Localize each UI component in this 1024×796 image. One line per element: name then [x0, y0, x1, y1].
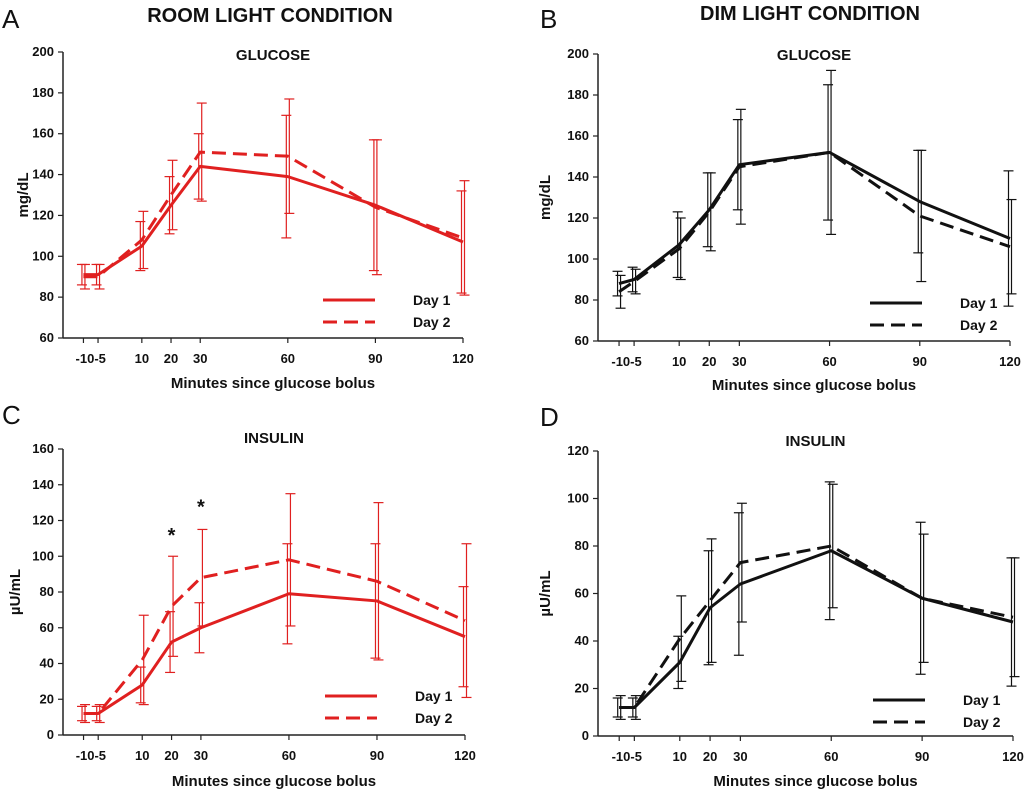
panel-d-y-tick-label: 20	[575, 681, 589, 696]
panel-b-x-tick-label: 20	[702, 354, 716, 369]
panel-c-day1-line	[83, 592, 466, 716]
panel-a-y-tick-label: 140	[32, 167, 54, 182]
panel-a-title: GLUCOSE	[236, 47, 310, 64]
panel-a-y-tick-label: 160	[32, 126, 54, 141]
panel-c-x-tick-label: 30	[194, 748, 208, 763]
panel-d-day2-line	[619, 544, 1014, 709]
panel-c-x-tick-label: 120	[454, 748, 476, 763]
panel-d-x-tick-label: 20	[703, 749, 717, 764]
panel-d-letter: D	[540, 402, 559, 432]
panel-a-y-tick-label: 200	[32, 44, 54, 59]
panel-d-y-tick-label: 60	[575, 586, 589, 601]
panel-a-x-tick-label: 10	[135, 351, 149, 366]
panel-a-group: A GLUCOSE 60 80 100 120 140 160 180 200 -10-5 10 20 3…	[2, 4, 474, 392]
panel-c-day2-line	[83, 558, 466, 716]
panel-d-title: INSULIN	[786, 433, 846, 450]
panel-b-y-tick-label: 100	[567, 251, 589, 266]
panel-d-x-tick-label: 10	[673, 749, 687, 764]
panel-c-y-tick-label: 0	[47, 727, 54, 742]
panel-d-y-tick-label: 80	[575, 538, 589, 553]
panel-b-x-tick-label: 30	[732, 354, 746, 369]
panel-d-y-axis-label: µU/mL	[537, 570, 554, 616]
panel-d-y-tick-label: 100	[567, 491, 589, 506]
panel-c-y-tick-label: 120	[32, 513, 54, 528]
panel-c-x-tick-label: 20	[164, 748, 178, 763]
panel-c-y-tick-label: 80	[40, 584, 54, 599]
panel-b-y-tick-label: 80	[575, 292, 589, 307]
panel-d-x-tick-label: 90	[915, 749, 929, 764]
panel-c-y-tick-label: 60	[40, 620, 54, 635]
panel-b-day2-line	[618, 150, 1011, 294]
panel-b-legend-label-1: Day 1	[960, 295, 998, 311]
panel-c-y-tick-label: 40	[40, 656, 54, 671]
panel-b-y-tick-label: 160	[567, 128, 589, 143]
figure-title-room-light: ROOM LIGHT CONDITION	[147, 5, 393, 27]
panel-a-y-axis-label: mg/dL	[15, 173, 32, 218]
panel-b-x-tick-label: -10-5	[611, 354, 641, 369]
panel-a-y-tick-label: 60	[40, 330, 54, 345]
panel-c-letter: C	[2, 400, 21, 430]
panel-a-x-tick-label: 60	[281, 351, 295, 366]
panel-d-x-tick-label: 120	[1002, 749, 1024, 764]
panel-a-x-tick-label: 20	[164, 351, 178, 366]
panel-d-y-tick-label: 0	[582, 728, 589, 743]
panel-c-x-tick-label: 10	[135, 748, 149, 763]
panel-b-legend-label-2: Day 2	[960, 317, 998, 333]
panel-a-y-tick-label: 180	[32, 85, 54, 100]
panel-c-y-tick-label: 140	[32, 477, 54, 492]
panel-c-group: C INSULIN 0 20 40 60 80 100 120 140 160 -10-5 10 20 30…	[2, 400, 476, 790]
panel-b-x-axis-label: Minutes since glucose bolus	[712, 377, 916, 394]
panel-c-x-axis-label: Minutes since glucose bolus	[172, 773, 376, 790]
panel-b-y-tick-label: 120	[567, 210, 589, 225]
panel-a-x-tick-label: 30	[193, 351, 207, 366]
panel-b-group: B GLUCOSE 60 80 100 120 140 160 180 200 -10-5 10 20 3…	[537, 4, 1021, 394]
panel-a-x-axis-label: Minutes since glucose bolus	[171, 375, 375, 392]
panel-d-group: D INSULIN 0 20 40 60 80 100 120 -10-5 10 20 30 60 90 12…	[537, 402, 1024, 790]
panel-a-legend-label-2: Day 2	[413, 314, 451, 330]
panel-c-y-axis-label: µU/mL	[7, 569, 24, 615]
panel-b-y-axis-label: mg/dL	[537, 175, 554, 220]
panel-c-y-tick-label: 100	[32, 548, 54, 563]
panel-c-significance-marker: *	[197, 496, 205, 518]
panel-c-y-tick-label: 20	[40, 691, 54, 706]
panel-a-y-tick-label: 120	[32, 207, 54, 222]
panel-d-x-tick-label: 30	[733, 749, 747, 764]
panel-d-y-tick-label: 40	[575, 633, 589, 648]
panel-d-y-tick-label: 120	[567, 443, 589, 458]
panel-c-significance-marker: *	[168, 525, 176, 547]
panel-a-x-tick-label: 90	[368, 351, 382, 366]
panel-d-x-tick-label: 60	[824, 749, 838, 764]
panel-a-y-tick-label: 80	[40, 289, 54, 304]
panel-d-x-tick-label: -10-5	[612, 749, 642, 764]
panel-b-x-tick-label: 120	[999, 354, 1021, 369]
panel-a-legend-label-1: Day 1	[413, 292, 451, 308]
panel-d-x-axis-label: Minutes since glucose bolus	[713, 773, 917, 790]
panel-b-y-tick-label: 200	[567, 46, 589, 61]
panel-b-x-tick-label: 60	[822, 354, 836, 369]
panel-c-x-tick-label: 90	[370, 748, 384, 763]
figure-title-dim-light: DIM LIGHT CONDITION	[700, 3, 920, 25]
panel-b-x-tick-label: 10	[672, 354, 686, 369]
panel-a-x-tick-label: 120	[452, 351, 474, 366]
panel-b-letter: B	[540, 4, 557, 34]
panel-c-x-tick-label: -10-5	[76, 748, 106, 763]
panel-c-x-tick-label: 60	[282, 748, 296, 763]
panel-c-y-tick-label: 160	[32, 441, 54, 456]
panel-c-legend-label-2: Day 2	[415, 710, 453, 726]
panel-b-y-tick-label: 140	[567, 169, 589, 184]
panel-d-legend-label-1: Day 1	[963, 692, 1001, 708]
panel-b-y-tick-label: 180	[567, 87, 589, 102]
panel-a-letter: A	[2, 4, 20, 34]
panel-d-day1-line	[619, 549, 1014, 709]
panel-c-title: INSULIN	[244, 430, 304, 447]
panel-b-y-tick-label: 60	[575, 333, 589, 348]
panel-c-legend-label-1: Day 1	[415, 688, 453, 704]
panel-b-x-tick-label: 90	[913, 354, 927, 369]
panel-d-legend-label-2: Day 2	[963, 714, 1001, 730]
panel-a-y-tick-label: 100	[32, 248, 54, 263]
panel-a-x-tick-label: -10-5	[76, 351, 106, 366]
panel-a-day2-line	[83, 150, 464, 279]
panel-b-title: GLUCOSE	[777, 47, 851, 64]
